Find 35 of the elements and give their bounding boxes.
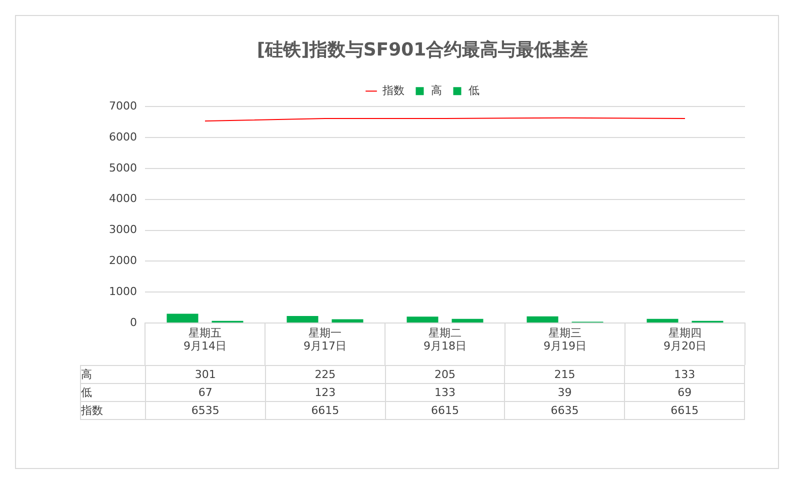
legend-label: 高: [430, 84, 442, 97]
y-tick-label: 2000: [109, 254, 137, 268]
data-label: 133: [385, 384, 505, 402]
data-label: 67: [146, 384, 266, 402]
data-label: 6535: [146, 402, 266, 420]
data-label: 6615: [624, 402, 744, 420]
x-tick-label: 星期二 9月18日: [424, 326, 466, 353]
data-label: 215: [504, 366, 625, 384]
legend-label: 指数: [381, 84, 404, 97]
data-label: 6615: [385, 402, 505, 420]
x-tick-label: 星期四 9月20日: [664, 326, 706, 353]
data-label: 69: [624, 384, 744, 402]
y-tick-label: 7000: [109, 99, 137, 112]
text: 高: [81, 368, 92, 381]
chart-title: [硅铁]指数与SF901合约最高与最低基差: [256, 39, 588, 60]
data-label: 133: [624, 366, 744, 384]
y-tick-label: 3000: [109, 223, 137, 236]
data-label: 225: [265, 366, 386, 384]
data-label: 123: [265, 384, 386, 402]
y-tick-label: 0: [130, 316, 137, 329]
y-tick-label: 6000: [109, 130, 137, 144]
text: 指数: [81, 404, 103, 417]
text: 低: [81, 386, 92, 399]
x-tick-label: 星期一 9月17日: [304, 326, 346, 353]
data-label: 205: [385, 366, 505, 384]
y-tick-label: 4000: [109, 192, 137, 206]
legend-label: 低: [468, 84, 480, 97]
data-label: 39: [504, 384, 625, 402]
y-tick-label: 1000: [109, 284, 137, 298]
data-label: 301: [146, 366, 266, 384]
y-tick-label: 5000: [109, 161, 137, 174]
data-label: 6615: [265, 402, 386, 420]
data-label: 6635: [504, 402, 625, 420]
x-tick-label: 星期三 9月19日: [544, 326, 586, 353]
x-tick-label: 星期五 9月14日: [184, 326, 226, 353]
